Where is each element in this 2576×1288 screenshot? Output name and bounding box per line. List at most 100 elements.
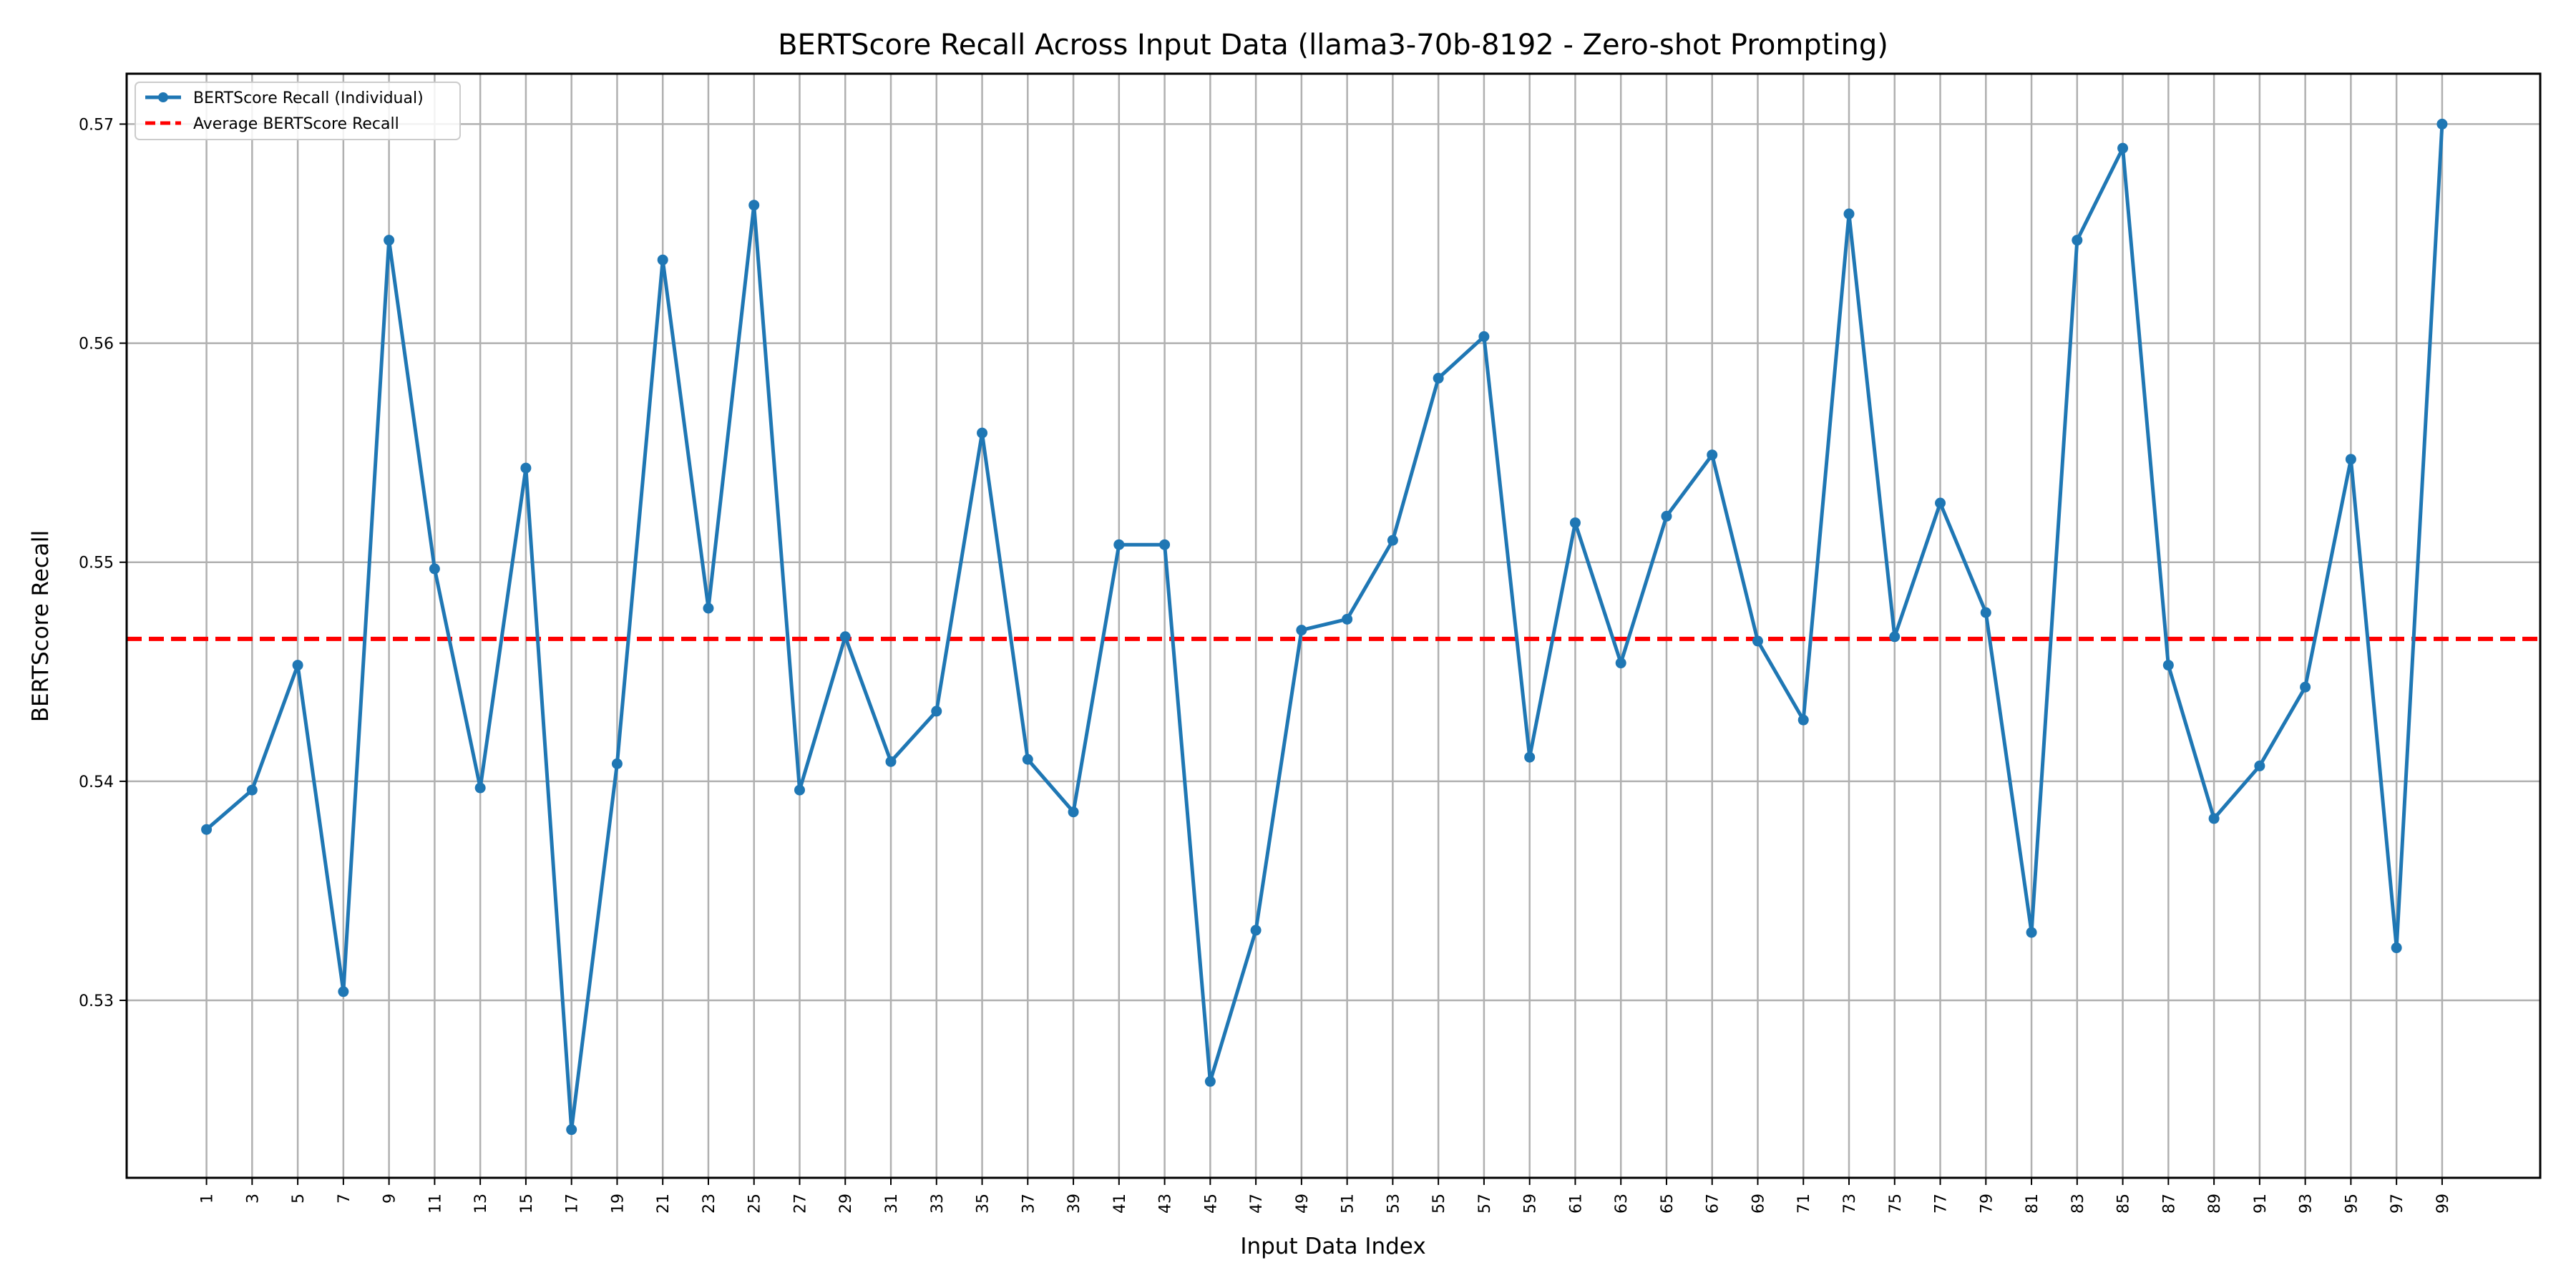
legend-box — [135, 82, 461, 140]
legend-average-label: Average BERTScore Recall — [193, 115, 399, 133]
x-tick-label: 59 — [1522, 1194, 1540, 1214]
y-tick-label: 0.54 — [79, 774, 114, 791]
recall-data-point — [1433, 373, 1444, 384]
recall-data-point — [2254, 760, 2265, 771]
x-tick-label: 37 — [1020, 1194, 1038, 1214]
recall-data-point — [885, 756, 897, 767]
recall-data-point — [1387, 535, 1398, 546]
recall-data-point — [1524, 751, 1536, 763]
recall-data-point — [2300, 681, 2311, 693]
x-tick-label: 65 — [1659, 1194, 1677, 1214]
grid — [127, 74, 2540, 1178]
recall-data-point — [1797, 714, 1809, 726]
recall-data-point — [748, 200, 760, 211]
x-tick-label: 61 — [1567, 1194, 1585, 1214]
x-tick-label: 13 — [472, 1194, 490, 1214]
recall-data-point — [1342, 613, 1353, 625]
recall-data-point — [931, 706, 942, 717]
x-tick-label: 73 — [1841, 1194, 1859, 1214]
recall-data-point — [201, 824, 213, 835]
recall-data-point — [2162, 660, 2174, 671]
x-tick-label: 43 — [1157, 1194, 1175, 1214]
recall-series-line — [205, 124, 2444, 1132]
recall-data-point — [2072, 235, 2083, 246]
legend: BERTScore Recall (Individual) Average BE… — [135, 82, 461, 140]
recall-data-point — [566, 1124, 577, 1136]
y-axis-ticks: 0.53 0.54 0.55 0.56 0.57 — [79, 116, 127, 1010]
x-tick-label: 1 — [199, 1194, 217, 1204]
recall-data-point — [520, 462, 532, 474]
x-tick-label: 27 — [791, 1194, 809, 1214]
recall-data-point — [1296, 625, 1307, 636]
x-tick-label: 41 — [1111, 1194, 1129, 1214]
x-tick-label: 63 — [1613, 1194, 1631, 1214]
x-tick-label: 57 — [1476, 1194, 1494, 1214]
x-tick-label: 29 — [837, 1194, 855, 1214]
x-tick-label: 81 — [2024, 1194, 2041, 1214]
recall-data-point — [1615, 658, 1626, 669]
x-tick-label: 77 — [1933, 1194, 1951, 1214]
recall-data-point — [1113, 539, 1125, 550]
plot-frame — [125, 72, 2542, 1179]
x-tick-label: 53 — [1385, 1194, 1402, 1214]
x-tick-label: 79 — [1978, 1194, 1996, 1214]
recall-data-point — [839, 631, 851, 643]
x-tick-label: 67 — [1704, 1194, 1722, 1214]
x-tick-label: 15 — [518, 1194, 536, 1214]
recall-data-point — [1068, 806, 1079, 818]
x-tick-label: 99 — [2434, 1194, 2452, 1214]
x-tick-label: 31 — [883, 1194, 901, 1214]
recall-data-point — [2436, 118, 2448, 130]
x-tick-label: 45 — [1202, 1194, 1220, 1214]
recall-data-point — [246, 784, 258, 796]
x-tick-label: 7 — [336, 1194, 353, 1204]
recall-data-point — [1707, 449, 1718, 461]
legend-individual-marker — [158, 92, 168, 102]
recall-data-point — [429, 563, 440, 575]
recall-data-point — [977, 427, 988, 439]
recall-data-point — [1022, 753, 1033, 765]
recall-data-point — [2026, 927, 2037, 938]
recall-data-point — [474, 782, 486, 794]
x-axis-ticks: 1 3 5 7 9 11 13 15 17 19 21 23 25 27 29 31 33 35 37 39 41 43 4… — [199, 1178, 2452, 1214]
x-tick-label: 85 — [2115, 1194, 2133, 1214]
x-tick-label: 17 — [564, 1194, 582, 1214]
recall-data-point — [1935, 497, 1946, 509]
x-tick-label: 47 — [1248, 1194, 1266, 1214]
x-tick-label: 83 — [2069, 1194, 2087, 1214]
recall-data-point — [2208, 813, 2220, 824]
x-tick-label: 3 — [244, 1194, 262, 1204]
x-tick-label: 91 — [2252, 1194, 2270, 1214]
recall-data-point — [2345, 454, 2356, 465]
x-tick-label: 25 — [746, 1194, 764, 1214]
recall-data-point — [2117, 142, 2129, 154]
x-tick-label: 55 — [1430, 1194, 1448, 1214]
chart-title: BERTScore Recall Across Input Data (llam… — [778, 29, 1888, 62]
x-tick-label: 97 — [2389, 1194, 2406, 1214]
y-tick-label: 0.56 — [79, 336, 114, 353]
recall-data-point — [1843, 208, 1855, 220]
recall-data-point — [338, 986, 349, 997]
x-tick-label: 95 — [2343, 1194, 2361, 1214]
series-layer — [201, 118, 2448, 1136]
recall-data-point — [1569, 517, 1581, 529]
recall-data-point — [1478, 331, 1490, 342]
y-tick-label: 0.55 — [79, 555, 114, 572]
x-tick-label: 9 — [381, 1194, 399, 1204]
recall-data-point — [292, 660, 303, 671]
recall-data-point — [611, 758, 623, 769]
x-tick-label: 51 — [1340, 1194, 1357, 1214]
x-tick-label: 21 — [655, 1194, 673, 1214]
x-tick-label: 5 — [290, 1194, 308, 1204]
recall-data-point — [1752, 635, 1763, 647]
x-tick-label: 89 — [2206, 1194, 2224, 1214]
x-tick-label: 19 — [609, 1194, 627, 1214]
recall-data-point — [1204, 1075, 1216, 1087]
x-tick-label: 71 — [1795, 1194, 1813, 1214]
recall-data-point — [384, 235, 395, 246]
recall-data-point — [794, 784, 805, 796]
y-tick-label: 0.57 — [79, 116, 114, 134]
x-axis-label: Input Data Index — [1240, 1234, 1425, 1259]
x-tick-label: 39 — [1065, 1194, 1083, 1214]
